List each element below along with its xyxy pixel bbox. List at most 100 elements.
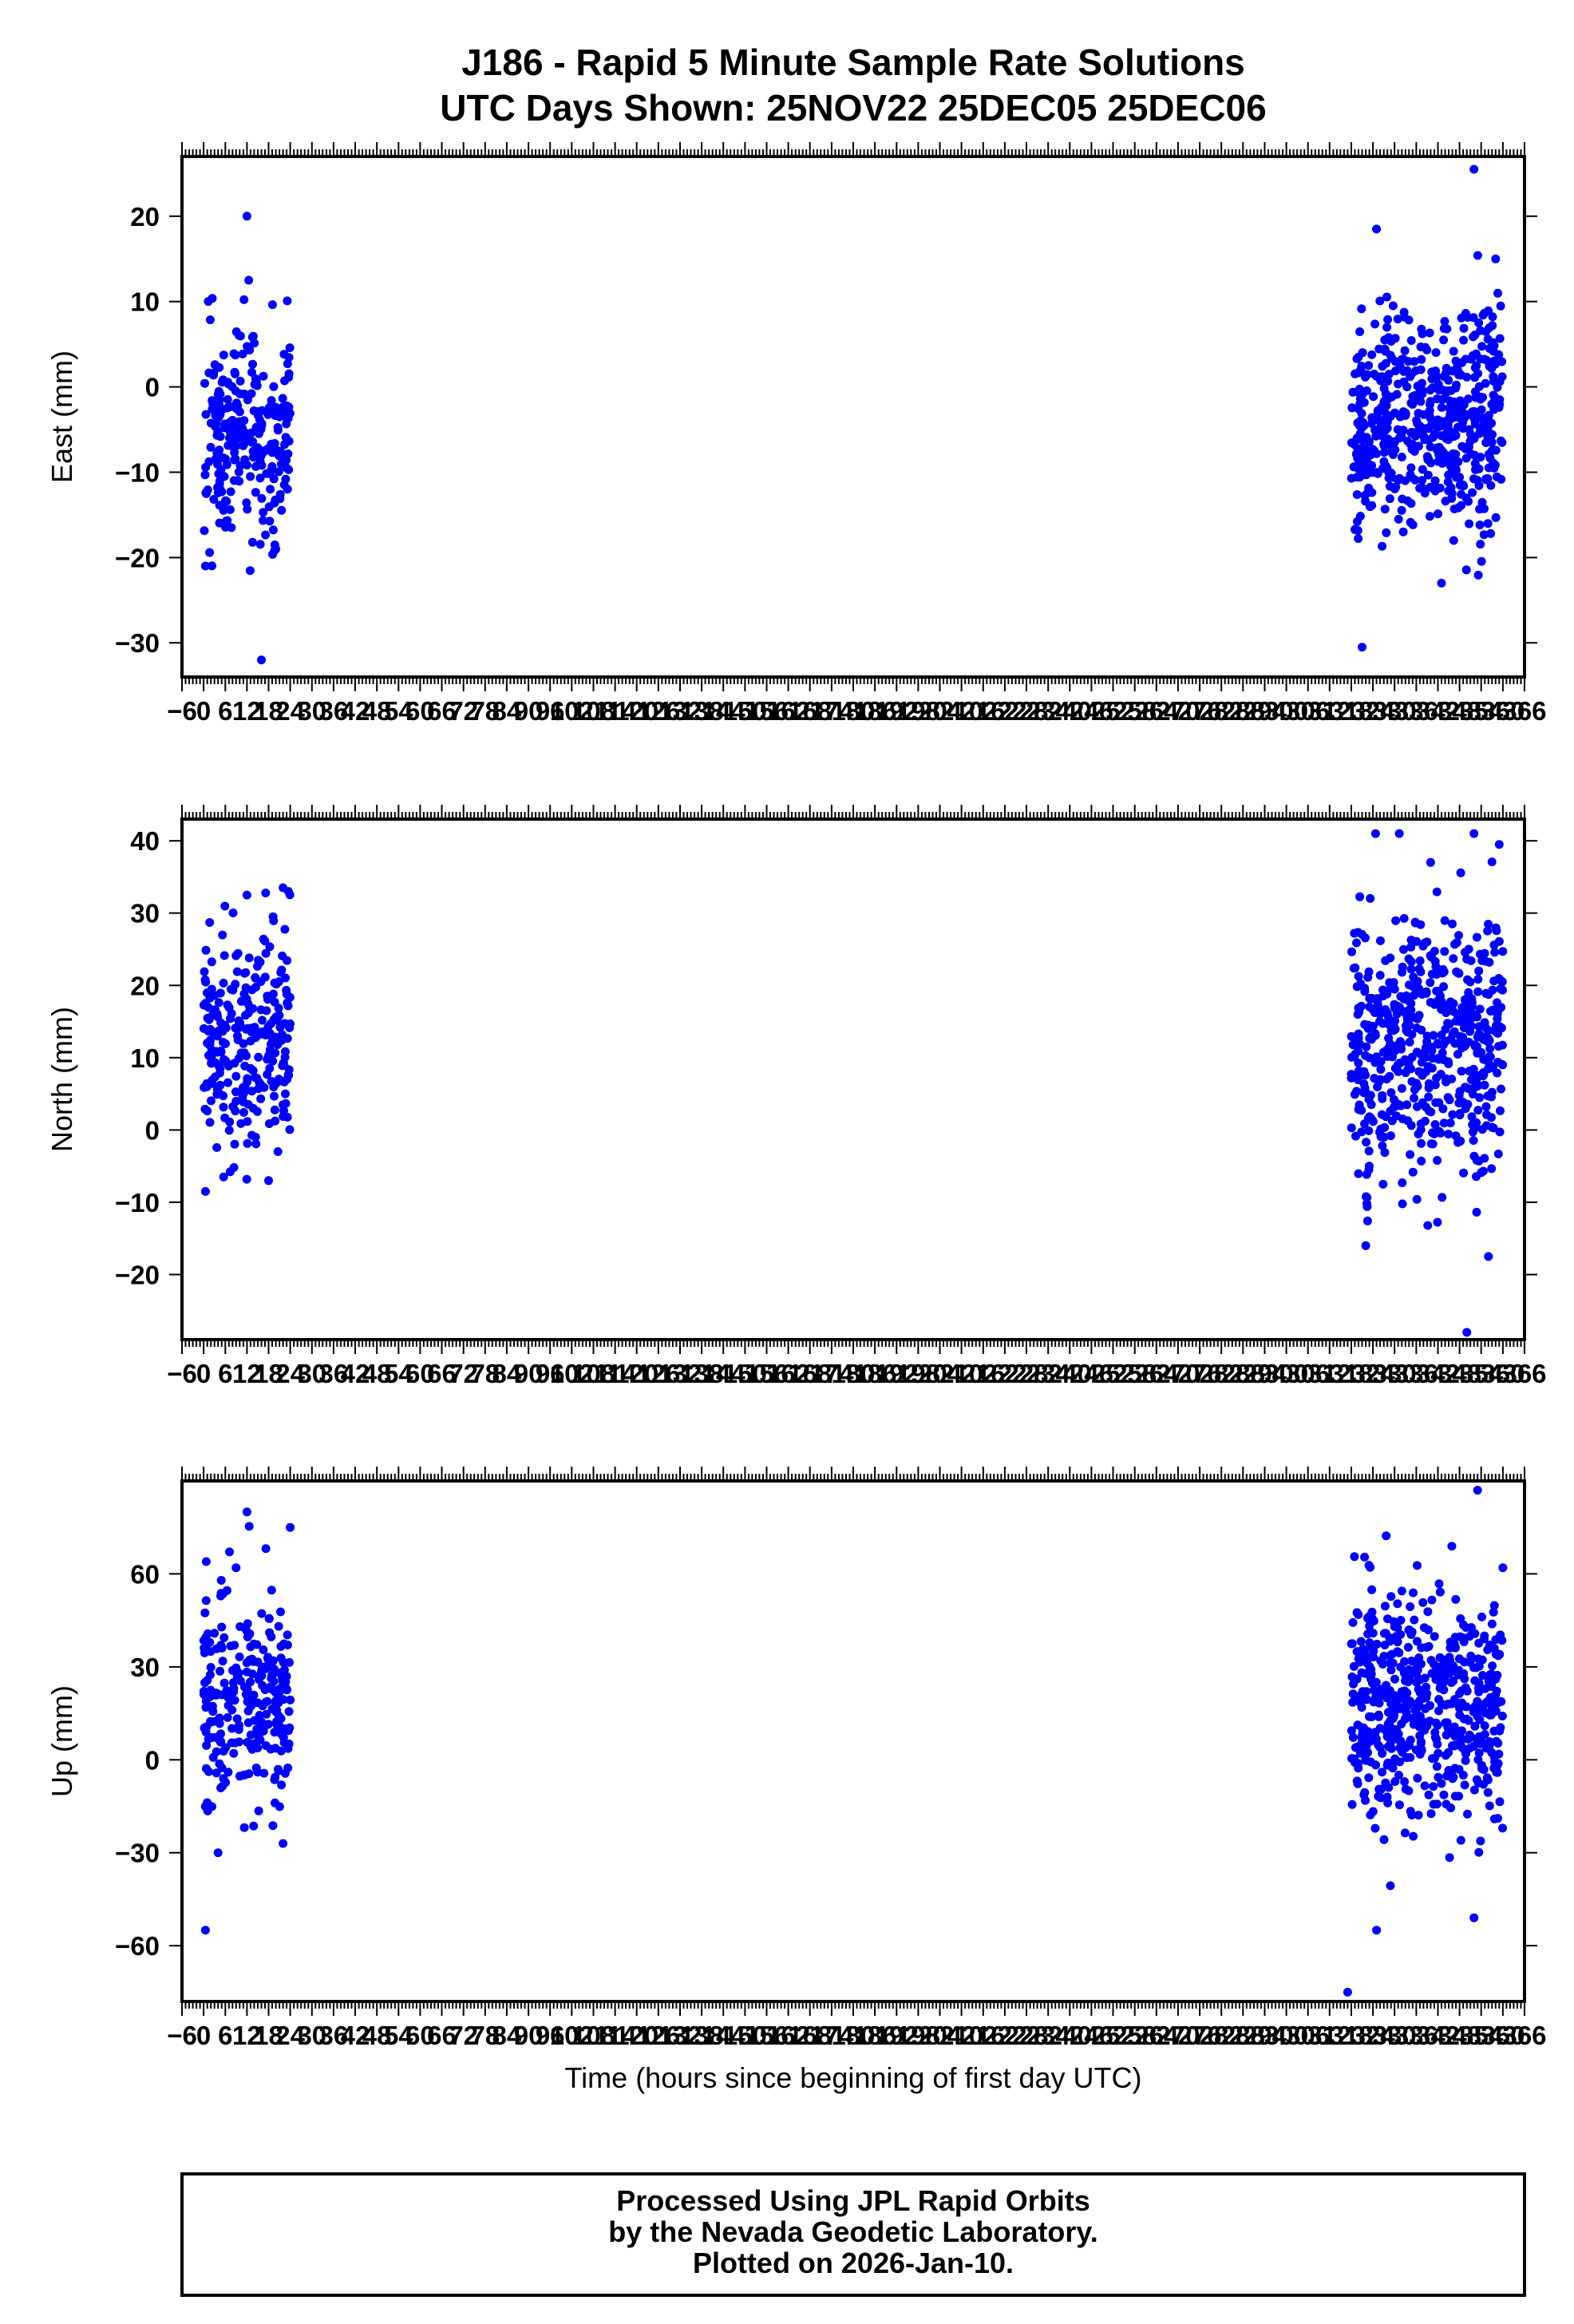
data-point [1429,1031,1438,1040]
data-point [235,1018,244,1027]
data-point [273,1012,283,1021]
data-point [1356,1690,1366,1700]
data-point [1459,400,1469,410]
x-tick-label: 282 [1200,2021,1244,2050]
y-tick-label: 30 [130,899,160,928]
data-point [1400,1714,1410,1724]
data-point [1497,1084,1505,1094]
data-point [1431,1718,1441,1728]
data-point [1361,1071,1370,1080]
data-point [1374,1698,1384,1708]
data-point [276,968,286,977]
data-point [283,1112,292,1122]
data-point [1409,991,1418,1000]
data-point [1449,1695,1459,1704]
x-tick-label: 30 [297,1359,326,1388]
x-tick-label: 126 [636,696,680,726]
data-point [1471,465,1480,474]
x-tick-label: 300 [1264,2021,1308,2050]
data-point [274,467,283,477]
data-point [205,1118,215,1127]
data-point [1432,1735,1442,1744]
data-point [264,1657,274,1666]
data-point [1473,1048,1482,1058]
data-point [1439,1790,1449,1799]
data-point [271,1700,280,1709]
data-point [1474,1748,1484,1758]
data-point [1400,346,1410,355]
data-point [226,487,235,497]
data-point [1411,395,1421,405]
data-point [1418,378,1426,388]
data-point [1347,1672,1357,1681]
data-point [1497,1696,1506,1706]
data-point [1370,829,1380,838]
x-tick-label: 318 [1329,1359,1373,1388]
data-point [1355,473,1364,482]
data-point [1378,1768,1386,1777]
data-point [202,1082,212,1091]
data-point [1386,1650,1395,1660]
data-point [1493,288,1502,298]
data-point [1422,987,1431,996]
data-point [1477,497,1487,507]
data-point [1406,942,1416,952]
north-panel: −6 0 6 121824303642485460667278849096102108… [45,805,1547,1388]
x-tick-label: 42 [341,1359,370,1388]
data-point [236,1118,246,1128]
data-point [284,1065,294,1075]
x-tick-label: 354 [1459,2021,1504,2050]
x-tick-label: 288 [1221,2021,1265,2050]
data-point [1386,1131,1395,1141]
data-point [1380,505,1390,514]
data-point [257,1662,267,1672]
data-point [1471,393,1481,402]
data-point [1434,1772,1443,1782]
data-point [1418,329,1427,339]
data-point [1424,1092,1434,1102]
x-tick-label: 102 [550,1359,594,1388]
data-point [1420,938,1430,948]
data-point [1479,1070,1489,1079]
data-point [1477,342,1487,351]
data-point-outlier [271,544,281,554]
data-point [284,1726,293,1736]
data-point [1355,1657,1365,1667]
data-point [1472,932,1481,942]
data-point [230,455,239,465]
x-tick-label: 354 [1459,696,1504,726]
data-point [1365,1621,1374,1631]
data-point [1402,1100,1412,1110]
data-point [271,1798,279,1807]
x-tick-label: 36 [319,2021,349,2050]
data-point [247,389,256,398]
data-point [1385,494,1394,504]
data-point [254,445,263,454]
x-tick-label: 180 [831,2021,875,2050]
data-point [1426,952,1436,962]
data-point [1441,497,1450,506]
data-point [1414,1130,1423,1138]
data-point [1348,1732,1358,1742]
data-point [256,1094,266,1103]
data-point [274,1764,283,1774]
x-tick-label: 138 [680,696,724,726]
data-point [1452,938,1461,948]
x-tick-label: 318 [1329,2021,1373,2050]
data-point [264,1614,274,1623]
data-point [1362,1042,1371,1051]
data-point [1394,379,1402,389]
data-point [216,432,225,441]
data-point [1457,1698,1466,1708]
data-point [219,951,229,960]
data-point [1389,1699,1398,1708]
data-point [1422,452,1432,461]
data-point [1375,1724,1385,1733]
data-point [216,1589,226,1598]
y-tick-label: −60 [115,1931,160,1961]
data-point-outlier [1361,1241,1370,1250]
data-point [208,1027,218,1037]
data-point [1406,517,1415,527]
data-point-outlier [1343,1987,1352,1997]
data-point [219,1103,228,1112]
